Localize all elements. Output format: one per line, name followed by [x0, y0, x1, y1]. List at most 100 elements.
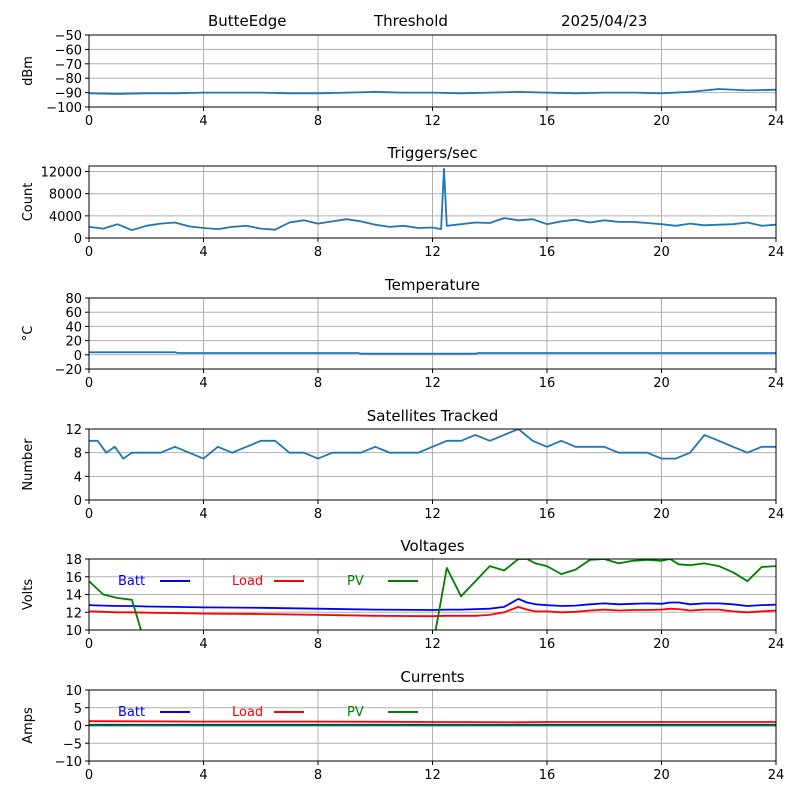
- y-tick-label: 4000: [49, 210, 82, 225]
- series-line-data: [89, 88, 776, 95]
- x-tick-label: 24: [768, 637, 785, 652]
- y-tick-label: 12000: [41, 166, 82, 181]
- series-line-load: [89, 720, 776, 724]
- x-tick-label: 20: [653, 507, 670, 522]
- x-tick-label: 16: [539, 637, 556, 652]
- y-tick-label: −80: [55, 72, 82, 87]
- axes-frame: [88, 689, 777, 762]
- y-tick-label: 12: [65, 423, 82, 438]
- x-tick-label: 0: [85, 114, 93, 129]
- plot-area: [89, 167, 776, 232]
- y-tick-label: 12: [65, 606, 82, 621]
- x-tick-label: 4: [199, 114, 207, 129]
- y-tick-label: 60: [65, 306, 82, 321]
- series-line-batt: [89, 598, 776, 611]
- station-name: ButteEdge: [208, 12, 287, 30]
- y-tick-label: 20: [65, 335, 82, 350]
- series-line-data: [89, 351, 776, 355]
- y-tick-label: 8: [74, 447, 82, 462]
- panel-1: 0 4 8 12 16 20 24 −50−60−70−80−90−100 dBm: [21, 29, 784, 129]
- x-tick-label: 24: [768, 245, 785, 260]
- y-tick-label: −70: [55, 58, 82, 73]
- x-tick-label: 16: [539, 507, 556, 522]
- x-tick-label: 12: [424, 768, 441, 783]
- x-tick-label: 16: [539, 245, 556, 260]
- x-tick-label: 12: [424, 507, 441, 522]
- x-tick-label: 4: [199, 637, 207, 652]
- legend-label: PV: [347, 705, 364, 720]
- y-axis-label: °C: [21, 326, 36, 342]
- axes-frame: [88, 34, 777, 108]
- y-tick-label: 10: [65, 624, 82, 639]
- y-tick-label: 14: [65, 589, 82, 604]
- x-tick-label: 12: [424, 245, 441, 260]
- legend-label: Batt: [118, 574, 145, 589]
- x-tick-label: 8: [314, 768, 322, 783]
- panel-title: Voltages: [400, 537, 464, 555]
- y-tick-label: 5: [74, 702, 82, 717]
- series-line-data: [89, 429, 776, 460]
- y-tick-label: 0: [74, 349, 82, 364]
- y-tick-label: 4: [74, 470, 82, 485]
- x-tick-label: 8: [314, 245, 322, 260]
- x-tick-label: 24: [768, 768, 785, 783]
- legend-label: PV: [347, 574, 364, 589]
- y-axis-label: dBm: [21, 56, 36, 86]
- y-tick-label: 18: [65, 553, 82, 568]
- x-tick-label: 12: [424, 637, 441, 652]
- x-tick-label: 8: [314, 376, 322, 391]
- y-tick-label: 80: [65, 292, 82, 307]
- x-tick-label: 20: [653, 245, 670, 260]
- y-tick-label: 8000: [49, 188, 82, 203]
- legend-label: Load: [232, 705, 263, 720]
- x-tick-label: 0: [85, 768, 93, 783]
- x-tick-label: 12: [424, 376, 441, 391]
- axes-frame: [88, 297, 777, 370]
- panel-title: Triggers/sec: [387, 144, 478, 162]
- y-axis-label: Count: [21, 183, 36, 222]
- x-tick-label: 4: [199, 376, 207, 391]
- x-tick-label: 24: [768, 114, 785, 129]
- x-tick-label: 8: [314, 114, 322, 129]
- y-tick-label: −90: [55, 87, 82, 102]
- x-tick-label: 20: [653, 114, 670, 129]
- y-tick-label: 40: [65, 320, 82, 335]
- x-tick-label: 24: [768, 376, 785, 391]
- y-axis-label: Amps: [21, 707, 36, 744]
- y-tick-label: −10: [55, 755, 82, 770]
- y-tick-label: 0: [74, 720, 82, 735]
- x-tick-label: 20: [653, 637, 670, 652]
- x-tick-label: 0: [85, 245, 93, 260]
- x-tick-label: 8: [314, 637, 322, 652]
- x-tick-label: 16: [539, 376, 556, 391]
- x-tick-label: 0: [85, 507, 93, 522]
- y-tick-label: −60: [55, 43, 82, 58]
- y-tick-label: 0: [74, 494, 82, 509]
- y-axis-label: Volts: [21, 579, 36, 611]
- x-tick-label: 4: [199, 507, 207, 522]
- x-tick-label: 24: [768, 507, 785, 522]
- panel-title: Temperature: [384, 276, 480, 294]
- series-line-load: [89, 606, 776, 618]
- y-tick-label: 16: [65, 571, 82, 586]
- legend-label: Batt: [118, 705, 145, 720]
- axes-frame: [88, 558, 777, 631]
- series-line-pv: [89, 559, 776, 630]
- x-tick-label: 0: [85, 376, 93, 391]
- panel-title: Currents: [400, 668, 464, 686]
- axes-frame: [88, 165, 777, 239]
- x-tick-label: 0: [85, 637, 93, 652]
- x-tick-label: 20: [653, 376, 670, 391]
- plot-area: [89, 429, 776, 460]
- x-tick-label: 16: [539, 768, 556, 783]
- panel-5: 0 4 8 12 16 20 24 18 16 14 12 10 Voltages Volts Batt Lo…: [21, 537, 784, 652]
- plot-area: [89, 351, 776, 355]
- y-tick-label: −20: [55, 363, 82, 378]
- panel-4: 0 4 8 12 16 20 24 12 8 4 0 Satellites Tracked Number: [21, 407, 784, 522]
- plot-area: [89, 88, 776, 95]
- panel-2: 0 4 8 12 16 20 24 0 4000 8000 12000 Triggers/sec Cou…: [21, 144, 784, 260]
- plot-area: [89, 720, 776, 727]
- chart-label: Threshold: [373, 12, 448, 30]
